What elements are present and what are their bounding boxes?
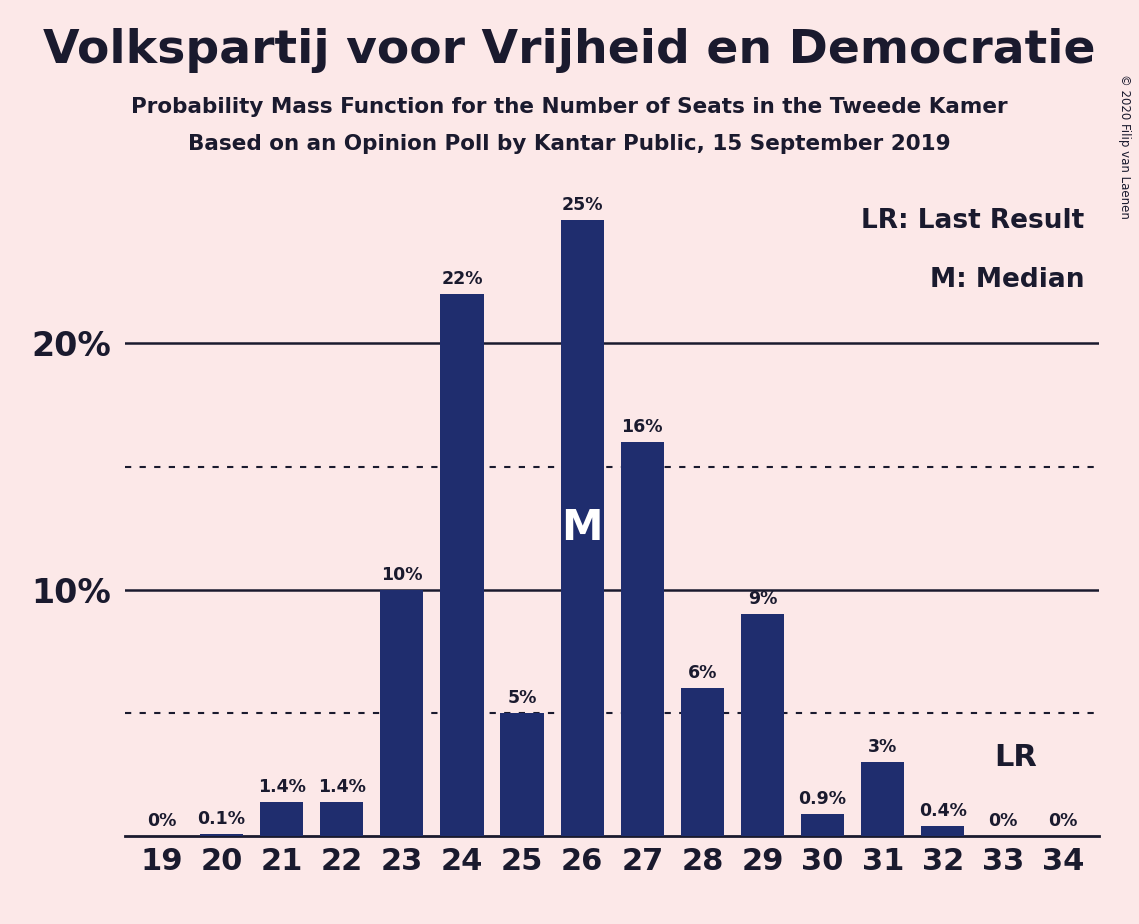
Text: M: M bbox=[562, 507, 603, 549]
Text: Based on an Opinion Poll by Kantar Public, 15 September 2019: Based on an Opinion Poll by Kantar Publi… bbox=[188, 134, 951, 154]
Bar bbox=[260, 802, 303, 836]
Text: 9%: 9% bbox=[748, 590, 777, 608]
Bar bbox=[681, 688, 724, 836]
Bar bbox=[740, 614, 784, 836]
Text: 0.4%: 0.4% bbox=[919, 802, 967, 821]
Text: 6%: 6% bbox=[688, 664, 718, 682]
Bar bbox=[801, 814, 844, 836]
Bar bbox=[500, 713, 543, 836]
Text: 16%: 16% bbox=[622, 418, 663, 436]
Bar bbox=[320, 802, 363, 836]
Text: 0%: 0% bbox=[1048, 812, 1077, 830]
Text: 1.4%: 1.4% bbox=[318, 778, 366, 796]
Text: Probability Mass Function for the Number of Seats in the Tweede Kamer: Probability Mass Function for the Number… bbox=[131, 97, 1008, 117]
Text: © 2020 Filip van Laenen: © 2020 Filip van Laenen bbox=[1118, 74, 1131, 219]
Text: 0%: 0% bbox=[989, 812, 1017, 830]
Text: Volkspartij voor Vrijheid en Democratie: Volkspartij voor Vrijheid en Democratie bbox=[43, 28, 1096, 73]
Text: LR: Last Result: LR: Last Result bbox=[861, 208, 1084, 234]
Text: 0.1%: 0.1% bbox=[197, 809, 246, 828]
Text: 25%: 25% bbox=[562, 196, 603, 214]
Bar bbox=[441, 294, 484, 836]
Text: 5%: 5% bbox=[507, 689, 536, 707]
Bar bbox=[621, 442, 664, 836]
Bar bbox=[921, 826, 965, 836]
Bar bbox=[560, 220, 604, 836]
Text: 10%: 10% bbox=[382, 565, 423, 584]
Text: 3%: 3% bbox=[868, 738, 898, 756]
Bar bbox=[199, 833, 243, 836]
Text: LR: LR bbox=[994, 743, 1036, 772]
Bar bbox=[861, 762, 904, 836]
Bar bbox=[380, 590, 424, 836]
Text: M: Median: M: Median bbox=[931, 267, 1084, 294]
Text: 0%: 0% bbox=[147, 812, 177, 830]
Text: 1.4%: 1.4% bbox=[257, 778, 305, 796]
Text: 22%: 22% bbox=[441, 270, 483, 288]
Text: 0.9%: 0.9% bbox=[798, 790, 846, 808]
